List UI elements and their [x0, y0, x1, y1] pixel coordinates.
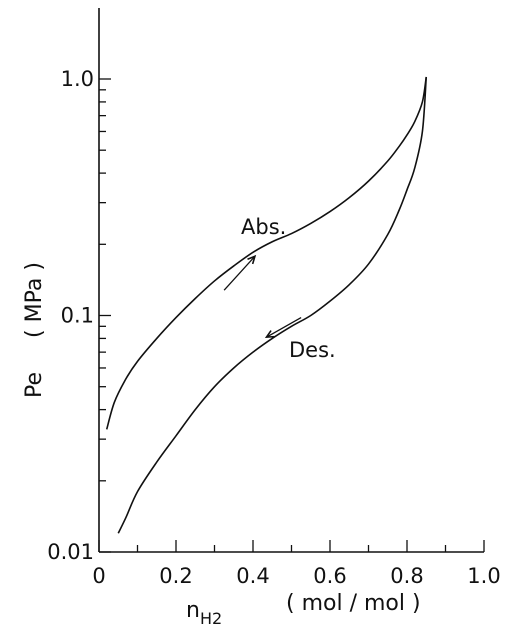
abs-arrow-shaft	[223, 255, 256, 291]
series-line-des	[117, 76, 428, 534]
y-tick-label: 1.0	[61, 67, 94, 91]
des-arrow	[264, 317, 302, 339]
x-axis-symbol: n	[186, 598, 200, 623]
x-axis-title: nH2	[186, 598, 222, 628]
des-arrow-shaft	[266, 317, 302, 338]
x-tick-label: 0.6	[313, 564, 346, 588]
annotation-des: Des.	[289, 338, 336, 362]
y-axis-unit: ( MPa )	[22, 262, 47, 338]
x-tick-label: 0.4	[236, 564, 269, 588]
x-axis-subscript: H2	[200, 609, 222, 628]
y-axis-symbol: Pe	[22, 372, 47, 398]
ticks	[98, 78, 485, 553]
y-tick-label: 0.1	[61, 304, 94, 328]
x-tick-label: 0	[92, 564, 105, 588]
x-tick-label: 0.2	[159, 564, 192, 588]
des-arrow-head	[264, 330, 275, 339]
curves	[105, 76, 428, 534]
abs-arrow	[223, 254, 257, 291]
x-axis-unit: ( mol / mol )	[286, 591, 421, 616]
y-axis-title: Pe ( MPa )	[22, 262, 47, 398]
x-tick-label: 1.0	[467, 564, 500, 588]
series-line-abs	[105, 76, 428, 430]
labels: 0.01 0.1 1.0 0 0.2 0.4 0.6 0.8 1.0 Abs. Des. Pe ( MP…	[22, 67, 501, 628]
y-tick-label: 0.01	[47, 540, 94, 564]
abs-arrow-head	[247, 254, 257, 265]
annotation-abs: Abs.	[241, 215, 286, 239]
x-tick-label: 0.8	[390, 564, 423, 588]
